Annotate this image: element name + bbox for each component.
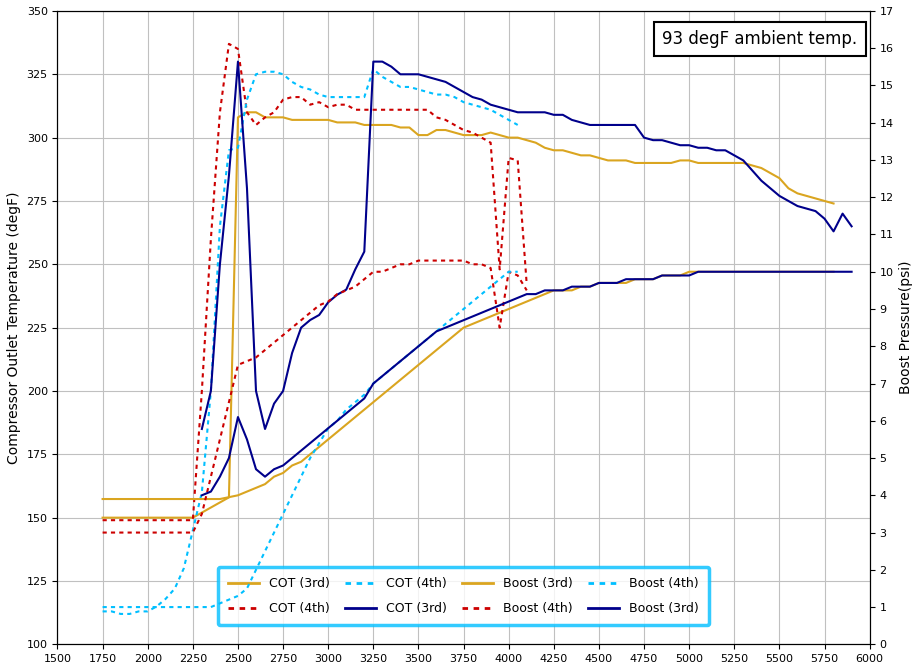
Text: 93 degF ambient temp.: 93 degF ambient temp. xyxy=(662,30,857,48)
Y-axis label: Boost Pressure(psi): Boost Pressure(psi) xyxy=(898,261,912,395)
Legend: COT (3rd), COT (4th), COT (4th), COT (3rd), Boost (3rd), Boost (4th), Boost (4th: COT (3rd), COT (4th), COT (4th), COT (3r… xyxy=(218,567,709,625)
Y-axis label: Compressor Outlet Temperature (degF): Compressor Outlet Temperature (degF) xyxy=(7,191,21,464)
